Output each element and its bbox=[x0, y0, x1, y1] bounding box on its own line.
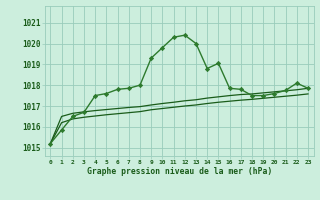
X-axis label: Graphe pression niveau de la mer (hPa): Graphe pression niveau de la mer (hPa) bbox=[87, 167, 272, 176]
